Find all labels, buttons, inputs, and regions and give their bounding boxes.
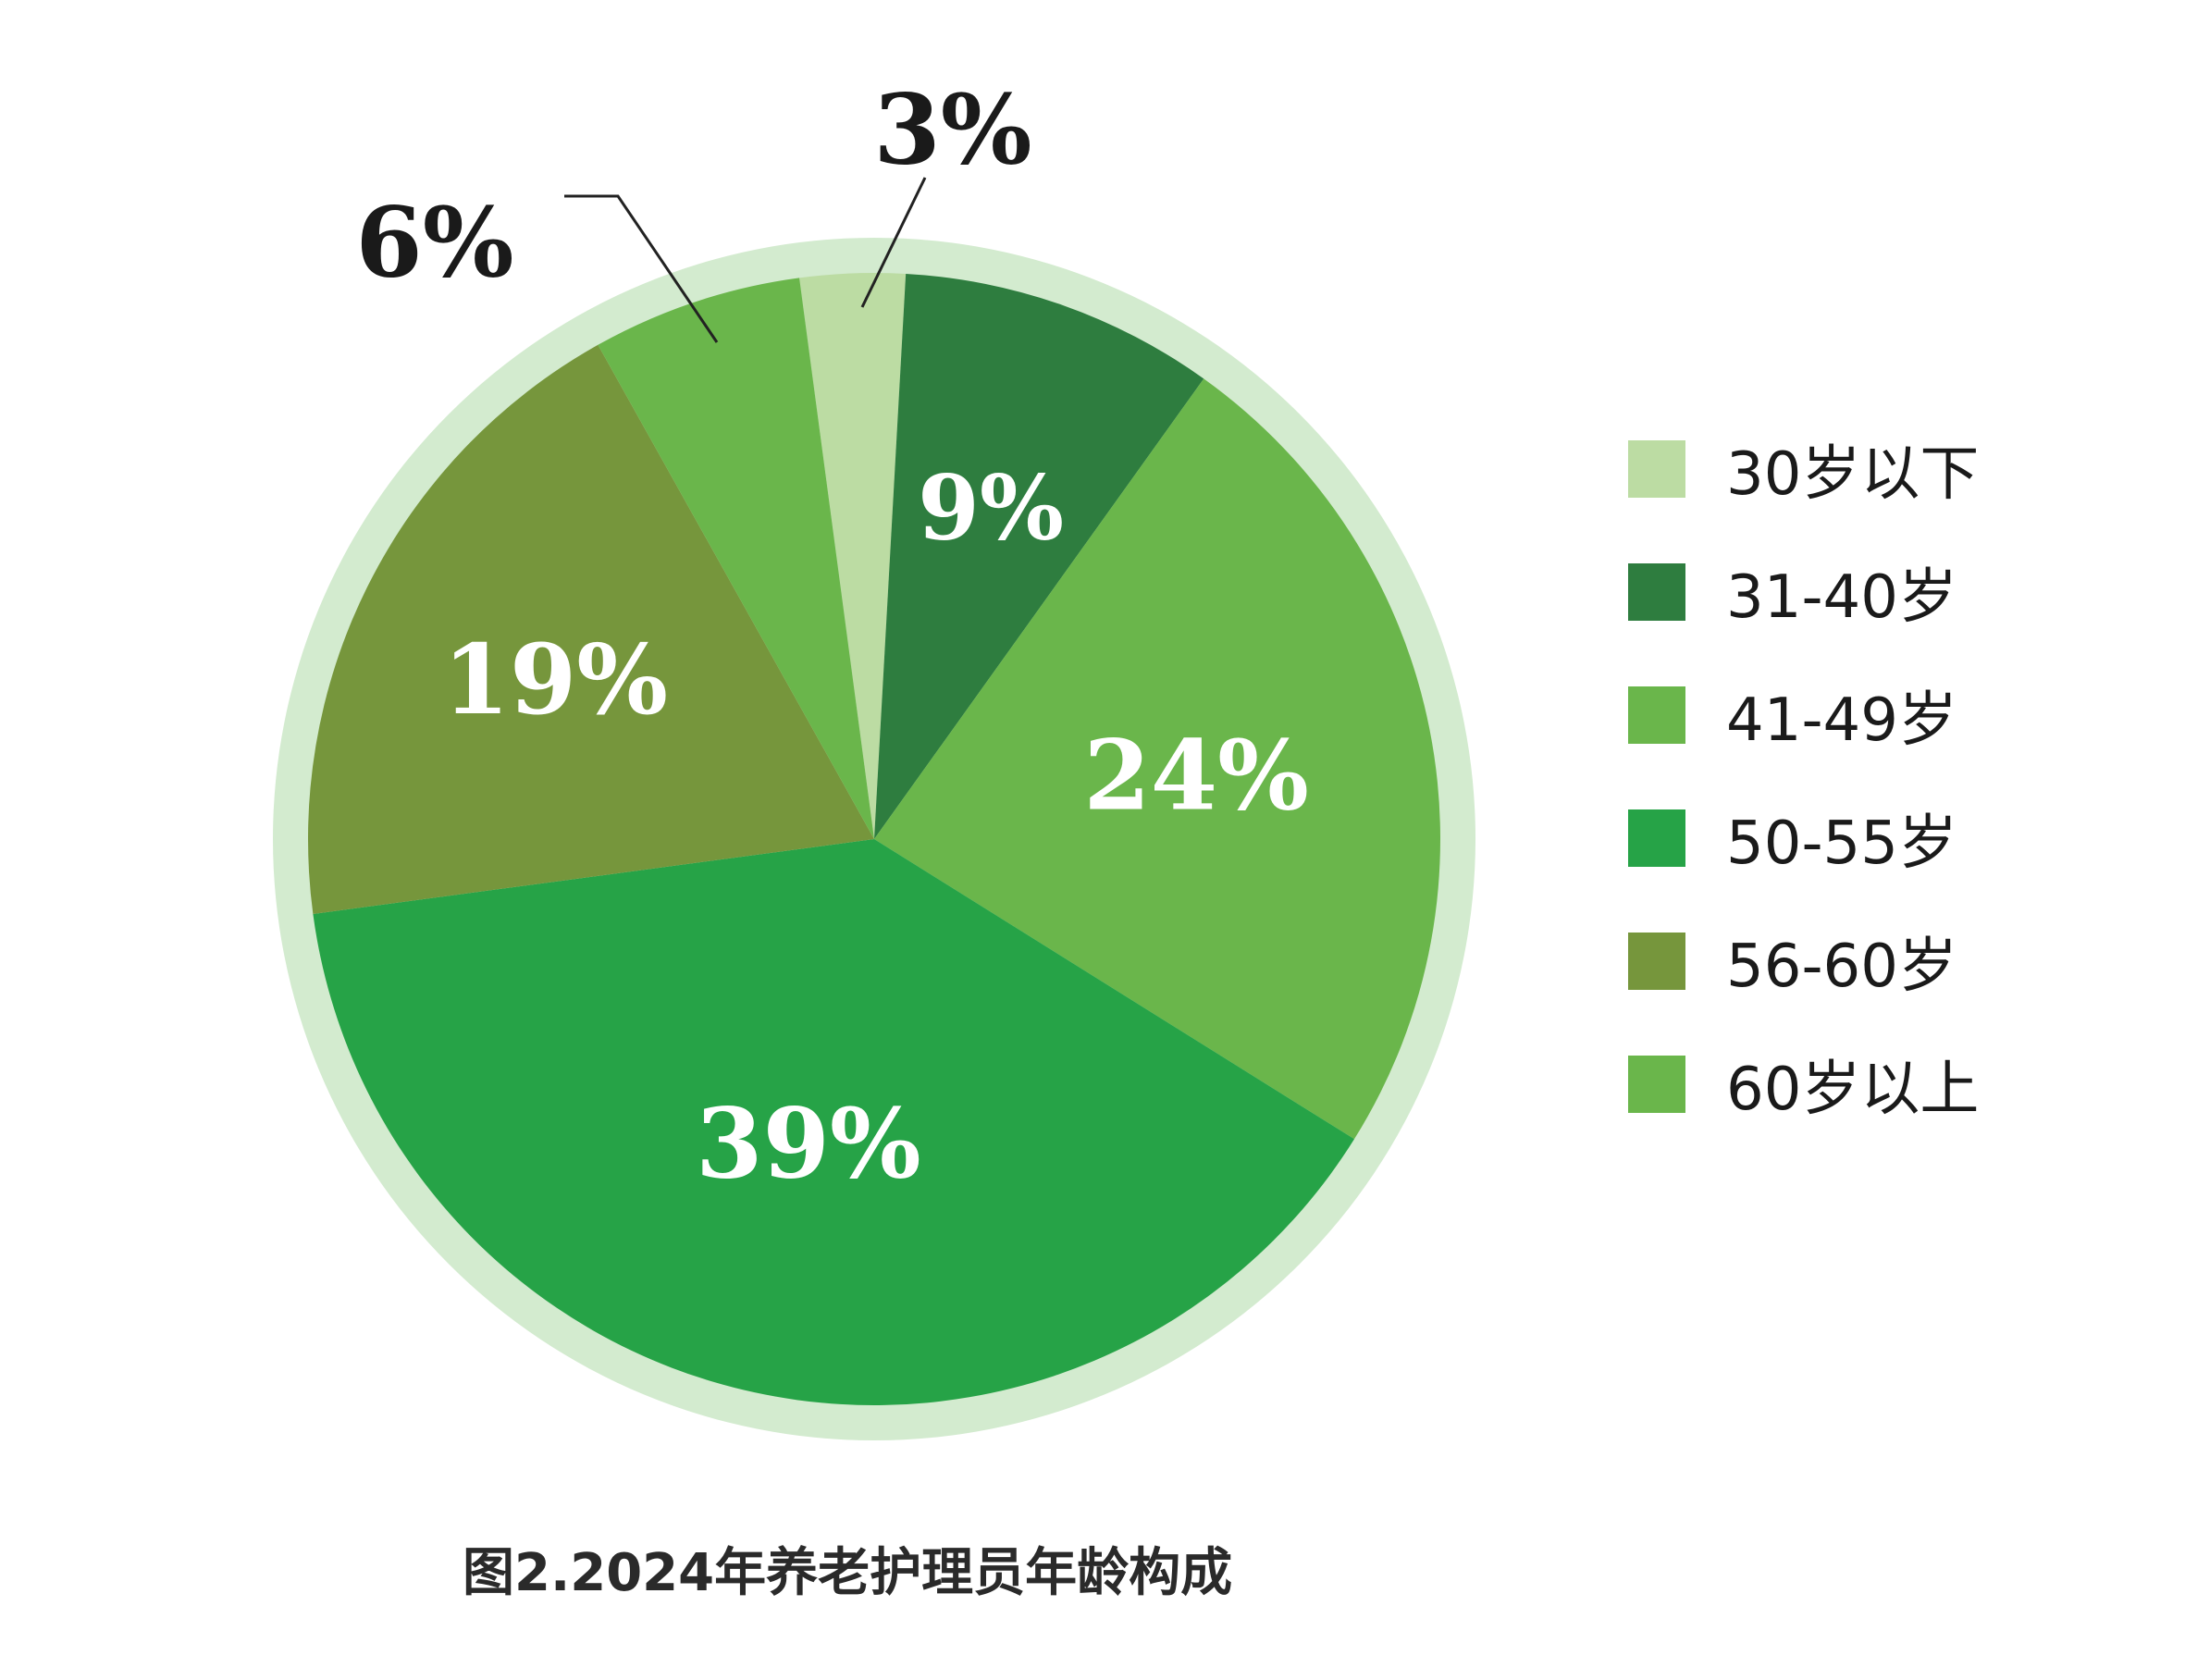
- leader-line: [564, 194, 719, 343]
- slice-value-label: 9%: [918, 456, 1064, 561]
- legend-label: 60岁以上: [1726, 1055, 1980, 1124]
- pie-slice: [308, 344, 875, 914]
- slice-value-label: 24%: [1083, 719, 1309, 833]
- legend-swatch: [1628, 562, 1685, 621]
- legend-label: 30岁以下: [1726, 439, 1980, 509]
- legend-swatch: [1628, 686, 1685, 744]
- pie-slices: [308, 273, 1441, 1405]
- leader-lines: [564, 177, 927, 343]
- slice-value-label: 3%: [873, 73, 1031, 187]
- legend-swatch: [1628, 1055, 1685, 1113]
- pie-slice: [799, 273, 907, 839]
- pie-slice: [598, 278, 874, 839]
- legend-item: 50-55岁: [1628, 776, 2146, 899]
- slice-labels: 3% 9% 24% 39% 19% 6%: [355, 73, 1309, 1201]
- legend-label: 31-40岁: [1726, 562, 1957, 632]
- slice-value-label: 39%: [696, 1086, 921, 1200]
- leader-line: [860, 177, 927, 308]
- pie-slice: [874, 273, 1204, 840]
- legend-item: 41-49岁: [1628, 653, 2146, 776]
- legend-label: 50-55岁: [1726, 809, 1957, 878]
- legend-item: 30岁以下: [1628, 407, 2146, 530]
- legend-label: 56-60岁: [1726, 932, 1957, 1001]
- pie-chart: 3% 9% 24% 39% 19% 6%: [273, 73, 1475, 1440]
- pie-slice: [313, 839, 1355, 1405]
- chart-caption: 图2.2024年养老护理员年龄构成: [463, 1543, 1233, 1603]
- legend: 30岁以下 31-40岁 41-49岁 50-55岁 56-60岁 60岁以上: [1628, 407, 2146, 1145]
- legend-item: 60岁以上: [1628, 1022, 2146, 1145]
- pie-slice: [874, 378, 1441, 1140]
- legend-item: 56-60岁: [1628, 899, 2146, 1022]
- legend-item: 31-40岁: [1628, 530, 2146, 653]
- slice-value-label: 6%: [355, 186, 513, 300]
- legend-swatch: [1628, 439, 1685, 498]
- legend-label: 41-49岁: [1726, 686, 1957, 755]
- legend-swatch: [1628, 932, 1685, 990]
- legend-swatch: [1628, 809, 1685, 867]
- slice-value-label: 19%: [442, 623, 668, 736]
